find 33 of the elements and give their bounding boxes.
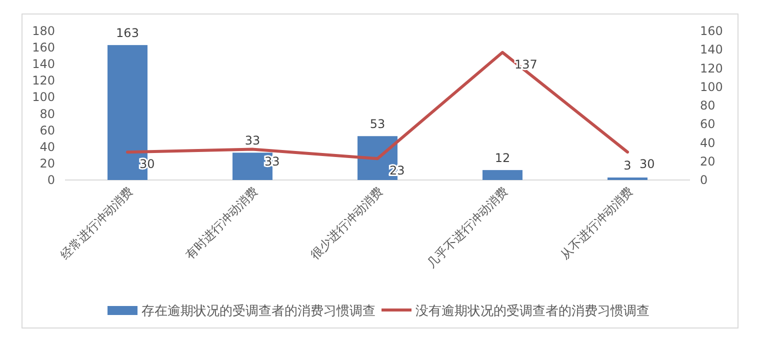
- y-tick-label: 140: [32, 57, 55, 72]
- y-tick-label: 20: [40, 156, 55, 170]
- bar: [482, 170, 522, 180]
- x-tick-label: 几乎不进行冲动消费: [424, 184, 511, 270]
- data-label: 163: [116, 26, 139, 40]
- data-label: 53: [370, 117, 386, 132]
- legend-label: 存在逾期状况的受调查者的消费习惯调查: [142, 304, 376, 319]
- y2-tick-label: 40: [700, 136, 716, 150]
- y-tick-label: 60: [40, 123, 55, 138]
- y-tick-label: 100: [32, 90, 55, 104]
- data-label: 12: [494, 151, 510, 166]
- y-tick-label: 40: [40, 140, 55, 154]
- y-tick-label: 160: [32, 40, 55, 55]
- data-label: 30: [640, 157, 655, 172]
- y2-tick-label: 100: [700, 80, 723, 94]
- legend-label: 没有逾期状况的受调查者的消费习惯调查: [416, 304, 650, 319]
- x-tick-label: 很少进行冲动消费: [308, 184, 386, 262]
- y-tick-label: 80: [40, 106, 55, 121]
- y2-tick-label: 20: [700, 154, 716, 168]
- y-tick-label: 120: [32, 74, 55, 88]
- y2-tick-label: 0: [700, 173, 708, 187]
- y2-tick-label: 60: [700, 117, 716, 132]
- data-label: 3: [624, 158, 632, 173]
- y-tick-label: 0: [47, 173, 55, 187]
- y2-tick-label: 120: [700, 61, 723, 76]
- x-tick-label: 经常进行冲动消费: [58, 184, 136, 262]
- y-tick-label: 180: [32, 24, 55, 38]
- y2-tick-label: 140: [700, 42, 723, 57]
- y2-tick-label: 160: [700, 24, 723, 38]
- x-tick-label: 从不进行冲动消费: [558, 184, 636, 262]
- data-label: 33: [244, 134, 260, 148]
- y2-tick-label: 80: [700, 98, 716, 112]
- x-tick-label: 有时进行冲动消费: [182, 184, 261, 262]
